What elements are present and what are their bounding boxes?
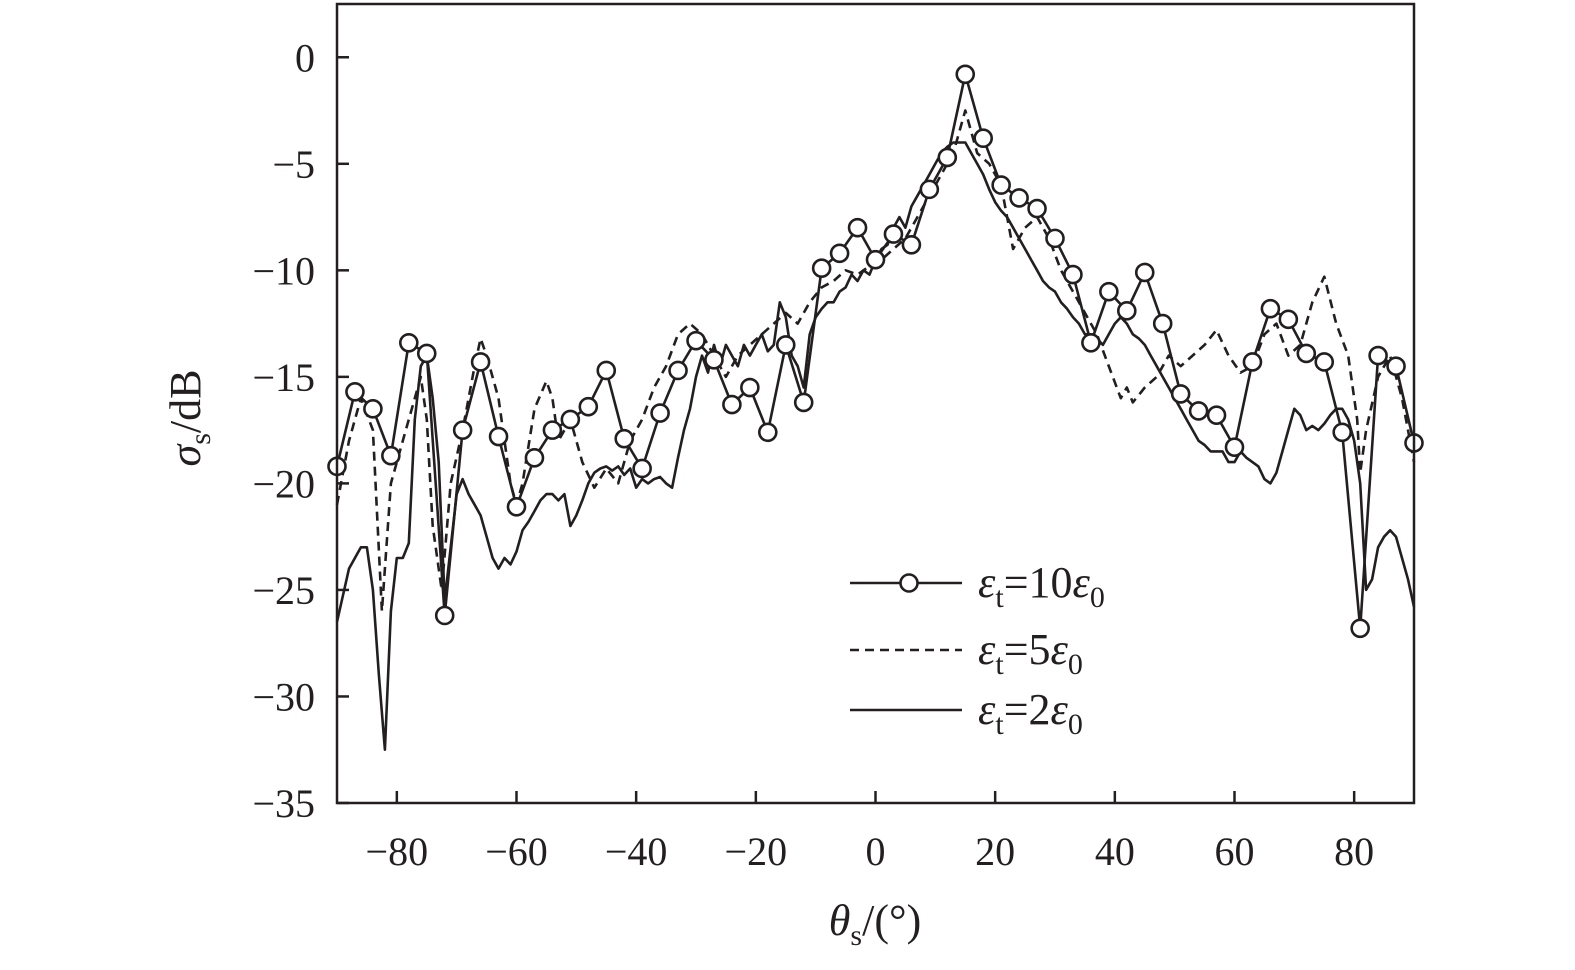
- data-point: [434, 605, 455, 626]
- data-point: [775, 335, 796, 355]
- data-point: [363, 399, 383, 419]
- data-point: [883, 224, 904, 244]
- data-point: [1027, 198, 1047, 219]
- data-point: [1332, 422, 1352, 443]
- legend-label-2: εt=2ε0: [978, 685, 1083, 741]
- data-point: [955, 64, 976, 85]
- data-point: [452, 420, 473, 440]
- y-tick-label: 0: [295, 35, 315, 80]
- data-point: [793, 392, 814, 413]
- x-tick-label: −60: [485, 829, 548, 874]
- data-point: [1386, 356, 1406, 377]
- data-point: [1009, 188, 1029, 208]
- data-point: [1224, 437, 1245, 457]
- y-axis-ticks: 0 −5 −10 −15 −20 −25 −30 −35: [252, 35, 349, 826]
- series-layer: [327, 64, 1424, 752]
- data-point: [1081, 332, 1101, 353]
- data-point: [973, 128, 994, 149]
- legend-marker-0: [899, 573, 919, 593]
- data-point: [650, 403, 670, 423]
- data-point: [1152, 313, 1173, 334]
- data-point: [470, 352, 491, 372]
- y-tick-label: −15: [252, 355, 315, 400]
- x-axis-label: θs/(°): [829, 896, 921, 952]
- x-tick-label: −40: [605, 829, 668, 874]
- data-point: [596, 360, 617, 381]
- data-point: [1278, 309, 1299, 330]
- legend-label-0: εt=10ε0: [978, 558, 1105, 614]
- x-tick-label: 20: [975, 829, 1015, 874]
- data-point: [1368, 345, 1388, 366]
- data-point: [1188, 401, 1209, 421]
- data-point: [991, 175, 1011, 195]
- data-point: [704, 350, 724, 370]
- data-point: [668, 360, 688, 381]
- x-tick-label: −20: [725, 829, 788, 874]
- data-point: [398, 332, 419, 353]
- data-point: [811, 258, 832, 279]
- data-point: [686, 330, 706, 351]
- data-point: [847, 217, 868, 238]
- data-point: [632, 458, 652, 479]
- data-point: [901, 234, 922, 255]
- data-point: [1350, 618, 1370, 639]
- data-point: [1242, 352, 1263, 372]
- x-tick-label: 80: [1334, 829, 1374, 874]
- data-point: [1134, 262, 1155, 283]
- y-tick-label: −10: [252, 248, 315, 293]
- data-point: [937, 147, 958, 168]
- data-point: [829, 243, 850, 264]
- data-point: [614, 428, 635, 449]
- x-tick-label: 40: [1095, 829, 1135, 874]
- y-tick-label: −25: [252, 568, 315, 613]
- data-point: [1170, 384, 1191, 404]
- legend-label-1: εt=5ε0: [978, 625, 1083, 681]
- x-tick-label: −80: [366, 829, 429, 874]
- data-point: [488, 426, 509, 447]
- data-point: [345, 381, 365, 402]
- y-axis-label: σs/dB: [161, 370, 217, 467]
- data-point: [1206, 405, 1227, 426]
- data-point: [740, 377, 760, 398]
- data-point: [560, 409, 581, 430]
- series-line-0: [335, 73, 1416, 630]
- data-point: [1117, 301, 1137, 321]
- data-point: [1045, 228, 1065, 249]
- data-point: [381, 445, 401, 466]
- data-point: [578, 396, 599, 417]
- data-point: [865, 249, 886, 270]
- data-point: [757, 422, 778, 443]
- data-point: [506, 497, 527, 517]
- data-point: [722, 394, 742, 415]
- data-point: [1099, 281, 1119, 302]
- y-tick-label: −35: [252, 781, 315, 826]
- data-point: [1314, 352, 1335, 372]
- x-axis-ticks: −80 −60 −40 −20 0 20 40 60 80: [366, 791, 1374, 874]
- data-point: [524, 448, 545, 468]
- data-point: [416, 343, 437, 364]
- data-point: [1296, 343, 1317, 364]
- x-tick-label: 60: [1215, 829, 1255, 874]
- data-point: [1260, 298, 1281, 319]
- y-tick-label: −5: [272, 142, 315, 187]
- y-tick-label: −20: [252, 461, 315, 506]
- y-tick-label: −30: [252, 674, 315, 719]
- x-tick-label: 0: [866, 829, 886, 874]
- data-point: [919, 179, 940, 200]
- series-line-1: [335, 109, 1416, 613]
- data-point: [542, 420, 563, 440]
- data-point: [1063, 264, 1083, 285]
